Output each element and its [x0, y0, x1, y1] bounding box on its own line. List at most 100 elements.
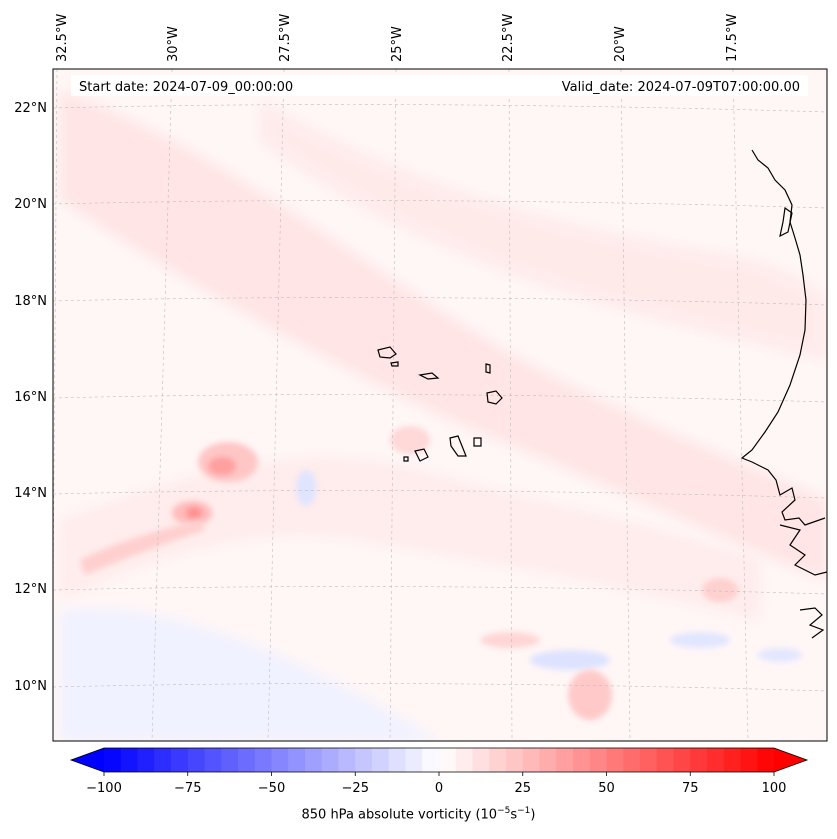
- vorticity-band-upper: [260, 100, 827, 360]
- colorbar-extend-max: [774, 748, 807, 772]
- colorbar-bin: [204, 748, 222, 772]
- colorbar: −100 −75 −50 −25 0 25 50 75 100: [69, 747, 809, 796]
- island-santiago: [449, 435, 467, 457]
- vorticity-maximum: [702, 578, 738, 602]
- lon-label: 22.5°W: [501, 14, 516, 62]
- colorbar-bin: [321, 748, 340, 772]
- colorbar-bin: [120, 748, 139, 772]
- colorbar-bin: [506, 748, 524, 772]
- vorticity-maximum: [390, 426, 430, 454]
- colorbar-bin: [539, 748, 557, 772]
- colorbar-label: 850 hPa absolute vorticity (10−5s−1): [0, 806, 837, 822]
- lat-label: 10°N: [14, 679, 47, 694]
- coastlines: [377, 149, 827, 639]
- negative-vorticity-blob: [296, 470, 316, 506]
- start-date-label: Start date: 2024-07-09_00:00:00: [79, 80, 293, 95]
- vorticity-maximum-core: [186, 507, 202, 519]
- colorbar-bin: [288, 748, 306, 772]
- vorticity-maximum-core: [208, 457, 236, 475]
- longitude-labels: 32.5°W 30°W 27.5°W 25°W 22.5°W 20°W 17.5…: [55, 14, 740, 62]
- lat-label: 14°N: [14, 486, 47, 501]
- island-brava: [403, 456, 409, 462]
- colorbar-bin: [757, 748, 775, 772]
- lon-label: 30°W: [166, 26, 181, 62]
- colorbar-bin: [522, 748, 541, 772]
- colorbar-tick-label: 100: [762, 781, 787, 796]
- lon-label: 27.5°W: [278, 14, 293, 62]
- colorbar-bin: [154, 748, 172, 772]
- colorbar-bins: [104, 748, 775, 772]
- africa-coastline: [740, 149, 826, 526]
- colorbar-bin: [623, 748, 641, 772]
- colorbar-ticks: −100 −75 −50 −25 0 25 50 75 100: [86, 772, 786, 796]
- negative-vorticity-blob: [670, 632, 730, 648]
- lat-label: 18°N: [14, 294, 47, 309]
- colorbar-bin: [556, 748, 574, 772]
- colorbar-bin: [338, 748, 356, 772]
- colorbar-bin: [271, 748, 289, 772]
- colorbar-bin: [673, 748, 691, 772]
- colorbar-bin: [238, 748, 256, 772]
- colorbar-bin: [305, 748, 323, 772]
- colorbar-bin: [422, 748, 440, 772]
- colorbar-label-close: ): [530, 807, 536, 823]
- negative-vorticity-blob: [530, 650, 610, 670]
- island-maio: [473, 437, 482, 447]
- colorbar-bin: [439, 748, 457, 772]
- lat-label: 20°N: [14, 197, 47, 212]
- colorbar-tick-label: −100: [86, 781, 122, 796]
- colorbar-bin: [254, 748, 273, 772]
- vorticity-streak: [80, 520, 205, 575]
- island-sao-vicente: [390, 361, 399, 367]
- lon-label: 17.5°W: [725, 14, 740, 62]
- colorbar-bin: [589, 748, 608, 772]
- vorticity-maximum: [480, 632, 540, 648]
- colorbar-bin: [137, 748, 155, 772]
- island-fogo: [414, 448, 429, 462]
- colorbar-tick-label: −50: [258, 781, 285, 796]
- vorticity-band-north: [60, 90, 827, 580]
- colorbar-label-unit: s: [510, 807, 518, 823]
- lon-label: 25°W: [390, 26, 405, 62]
- colorbar-bin: [573, 748, 591, 772]
- colorbar-label-exponent: −1: [517, 806, 531, 816]
- colorbar-tick-label: 50: [598, 781, 615, 796]
- valid-date-label: Valid_date: 2024-07-09T07:00:00.00: [562, 80, 800, 95]
- colorbar-tick-label: −75: [174, 781, 201, 796]
- map-border: [52, 68, 828, 742]
- colorbar-bin: [740, 748, 758, 772]
- lat-label: 22°N: [14, 101, 47, 116]
- colorbar-tick-label: 0: [435, 781, 443, 796]
- island-santo-antao: [377, 346, 397, 359]
- colorbar-tick-label: 75: [682, 781, 699, 796]
- gridlines: [53, 69, 827, 741]
- island-sal: [485, 363, 491, 374]
- guinea-coastline: [779, 524, 827, 576]
- island-sao-nicolau: [418, 372, 440, 380]
- vorticity-maximum: [568, 670, 612, 720]
- negative-vorticity-blob: [758, 648, 802, 662]
- colorbar-label-exponent: −5: [497, 806, 511, 816]
- colorbar-bin: [656, 748, 675, 772]
- colorbar-bin: [372, 748, 390, 772]
- colorbar-bin: [455, 748, 474, 772]
- colorbar-bin: [355, 748, 373, 772]
- colorbar-tick-label: −25: [342, 781, 369, 796]
- colorbar-bin: [723, 748, 742, 772]
- colorbar-bin: [472, 748, 490, 772]
- colorbar-bin: [405, 748, 423, 772]
- latitude-labels: 22°N 20°N 18°N 16°N 14°N 12°N 10°N: [14, 101, 47, 694]
- bissagos-coast: [799, 607, 825, 639]
- header-strip: [71, 75, 808, 96]
- colorbar-bin: [707, 748, 725, 772]
- colorbar-label-text: 850 hPa absolute vorticity (10: [301, 807, 498, 823]
- vorticity-band-south: [60, 458, 760, 620]
- colorbar-bin: [690, 748, 708, 772]
- colorbar-bin: [489, 748, 507, 772]
- colorbar-bin: [640, 748, 658, 772]
- colorbar-bin: [104, 748, 122, 772]
- colorbar-bin: [187, 748, 206, 772]
- colorbar-bin: [171, 748, 189, 772]
- lat-label: 12°N: [14, 582, 47, 597]
